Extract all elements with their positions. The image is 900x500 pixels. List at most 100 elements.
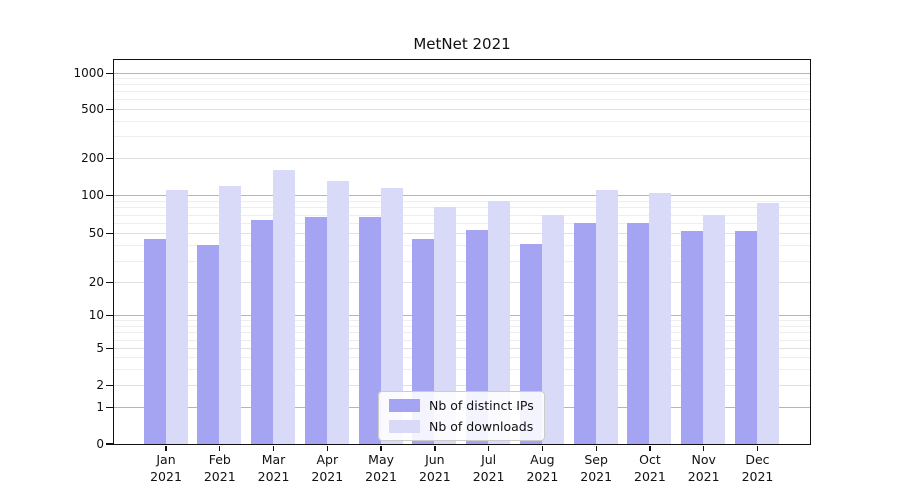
y-tick-label-100: 100 xyxy=(81,187,104,202)
x-tick-jan xyxy=(165,445,167,451)
x-tick-label-sep: Sep 2021 xyxy=(567,451,625,485)
bar-nb-of-distinct-ips-mar xyxy=(251,220,274,444)
x-tick-label-aug: Aug 2021 xyxy=(513,451,571,485)
gridline-2 xyxy=(113,385,810,387)
x-label-year: 2021 xyxy=(203,469,236,484)
y-tick-label-5: 5 xyxy=(96,341,104,356)
gridline-7 xyxy=(113,332,810,334)
gridline-10 xyxy=(113,315,810,317)
gridline-80 xyxy=(113,207,810,209)
x-tick-label-jul: Jul 2021 xyxy=(460,451,518,485)
x-tick-may xyxy=(380,445,382,451)
bar-nb-of-downloads-nov xyxy=(703,214,726,444)
gridline-500 xyxy=(113,108,810,110)
y-tick-1000 xyxy=(106,72,113,74)
bar-nb-of-downloads-sep xyxy=(595,190,618,444)
gridline-50 xyxy=(113,233,810,235)
bar-nb-of-downloads-feb xyxy=(219,185,242,444)
y-tick-10 xyxy=(106,315,113,317)
gridline-400 xyxy=(113,120,810,122)
x-tick-dec xyxy=(756,445,759,451)
bar-nb-of-distinct-ips-may xyxy=(358,217,381,444)
x-label-year: 2021 xyxy=(418,469,451,484)
y-tick-label-50: 50 xyxy=(88,226,104,241)
x-label-month: Jul xyxy=(481,452,497,467)
x-tick-oct xyxy=(649,445,651,451)
y-tick-50 xyxy=(106,233,113,235)
legend: Nb of distinct IPs Nb of downloads xyxy=(378,391,545,441)
y-tick-500 xyxy=(106,108,113,110)
x-label-month: May xyxy=(368,452,394,467)
bar-nb-of-downloads-jun xyxy=(434,207,457,444)
y-tick-20 xyxy=(106,282,113,284)
gridline-8 xyxy=(113,325,810,327)
x-tick-label-dec: Dec 2021 xyxy=(728,451,786,485)
bar-nb-of-downloads-dec xyxy=(756,203,779,444)
x-tick-label-mar: Mar 2021 xyxy=(245,451,303,485)
gridline-60 xyxy=(113,223,810,225)
y-tick-label-200: 200 xyxy=(81,151,104,166)
bar-nb-of-downloads-jul xyxy=(488,200,511,444)
x-label-year: 2021 xyxy=(472,469,505,484)
gridline-30 xyxy=(113,260,810,262)
gridline-900 xyxy=(113,78,810,80)
gridline-6 xyxy=(113,339,810,341)
y-tick-1 xyxy=(106,407,113,409)
gridline-5 xyxy=(113,348,810,350)
x-label-month: Nov xyxy=(691,452,716,467)
x-tick-label-oct: Oct 2021 xyxy=(621,451,679,485)
bar-nb-of-downloads-oct xyxy=(649,192,672,444)
x-label-month: Mar xyxy=(261,452,286,467)
legend-swatch-downloads-icon xyxy=(389,420,420,433)
x-label-year: 2021 xyxy=(741,469,774,484)
y-tick-2 xyxy=(106,385,113,387)
bar-nb-of-downloads-apr xyxy=(326,180,349,444)
y-tick-200 xyxy=(106,158,113,160)
legend-swatch-distinct-ips-icon xyxy=(389,399,420,412)
x-tick-label-apr: Apr 2021 xyxy=(298,451,356,485)
x-label-month: Aug xyxy=(530,452,555,467)
bar-nb-of-downloads-aug xyxy=(541,214,564,444)
bar-nb-of-distinct-ips-dec xyxy=(734,231,757,444)
gridline-3 xyxy=(113,368,810,370)
gridline-4 xyxy=(113,357,810,359)
bar-nb-of-downloads-may xyxy=(380,188,403,444)
x-tick-label-feb: Feb 2021 xyxy=(191,451,249,485)
x-tick-label-jun: Jun 2021 xyxy=(406,451,464,485)
gridline-9 xyxy=(113,320,810,322)
gridline-70 xyxy=(113,214,810,216)
y-tick-label-2: 2 xyxy=(96,378,104,393)
bar-nb-of-distinct-ips-jul xyxy=(466,229,489,444)
y-tick-label-1000: 1000 xyxy=(73,65,104,80)
y-tick-label-500: 500 xyxy=(81,101,104,116)
legend-row-downloads: Nb of downloads xyxy=(389,419,534,434)
x-label-month: Apr xyxy=(316,452,339,467)
x-label-month: Jan xyxy=(156,452,176,467)
x-tick-label-nov: Nov 2021 xyxy=(675,451,733,485)
chart-title: MetNet 2021 xyxy=(413,35,511,53)
legend-row-distinct-ips: Nb of distinct IPs xyxy=(389,398,534,413)
bar-nb-of-distinct-ips-nov xyxy=(681,231,704,444)
gridline-90 xyxy=(113,200,810,202)
x-tick-apr xyxy=(326,445,328,451)
x-label-year: 2021 xyxy=(634,469,666,484)
bar-nb-of-distinct-ips-sep xyxy=(573,223,596,444)
x-tick-sep xyxy=(595,445,597,451)
y-tick-100 xyxy=(106,194,113,196)
x-label-year: 2021 xyxy=(150,469,182,484)
x-tick-mar xyxy=(272,445,275,451)
gridline-800 xyxy=(113,84,810,86)
y-tick-5 xyxy=(106,348,113,350)
x-label-month: Oct xyxy=(639,452,661,467)
x-label-year: 2021 xyxy=(257,469,290,484)
bar-nb-of-distinct-ips-oct xyxy=(627,223,650,444)
x-label-year: 2021 xyxy=(311,469,344,484)
x-tick-jul xyxy=(488,445,490,451)
gridline-600 xyxy=(113,99,810,101)
x-tick-nov xyxy=(703,445,705,451)
x-tick-jun xyxy=(434,445,436,451)
x-tick-feb xyxy=(219,445,221,451)
y-tick-label-0: 0 xyxy=(96,436,104,451)
x-label-year: 2021 xyxy=(580,469,613,484)
